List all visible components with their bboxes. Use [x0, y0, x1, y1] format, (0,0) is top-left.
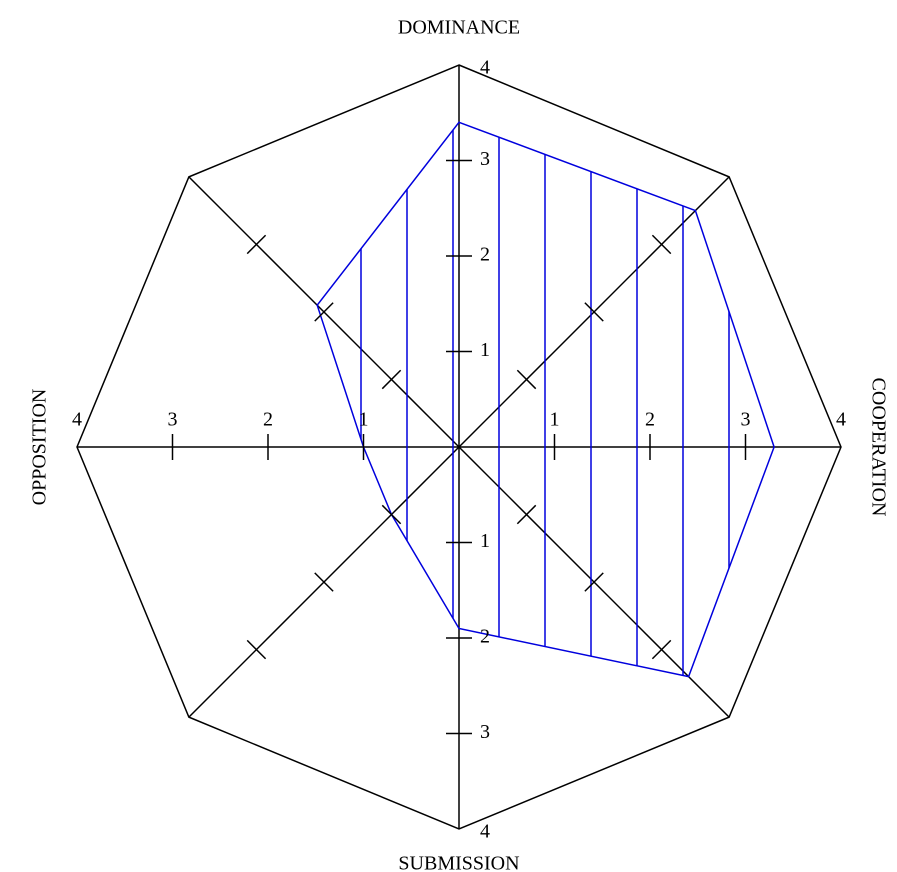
tick-mark — [246, 639, 267, 660]
tick-label: 3 — [741, 409, 751, 431]
tick-label: 2 — [263, 409, 273, 431]
axis-category-label: DOMINANCE — [398, 17, 520, 39]
tick-label: 2 — [480, 626, 490, 648]
tick-label: 1 — [359, 409, 369, 431]
tick-mark — [516, 504, 537, 525]
tick-mark — [314, 572, 334, 592]
tick-label: 2 — [645, 409, 655, 431]
axis-category-label: COOPERATION — [867, 378, 889, 517]
tick-label: 4 — [836, 409, 846, 431]
tick-mark — [651, 639, 672, 660]
tick-label: 3 — [480, 721, 490, 743]
tick-label: 4 — [480, 821, 490, 843]
tick-label: 1 — [480, 339, 490, 361]
tick-label: 3 — [480, 148, 490, 170]
tick-mark — [516, 369, 537, 390]
tick-mark — [381, 504, 402, 525]
tick-mark — [246, 234, 267, 255]
tick-mark — [584, 302, 604, 322]
tick-label: 3 — [168, 409, 178, 431]
axis-category-label: SUBMISSION — [398, 853, 519, 872]
tick-mark — [651, 234, 672, 255]
axis-category-label: OPPOSITION — [29, 389, 51, 506]
tick-label: 4 — [480, 57, 490, 79]
tick-mark — [584, 572, 604, 592]
tick-label: 2 — [480, 244, 490, 266]
tick-label: 4 — [72, 409, 82, 431]
tick-label: 1 — [480, 530, 490, 552]
data-polygon — [316, 121, 775, 678]
tick-mark — [314, 302, 334, 322]
tick-label: 1 — [550, 409, 560, 431]
tick-mark — [381, 369, 402, 390]
